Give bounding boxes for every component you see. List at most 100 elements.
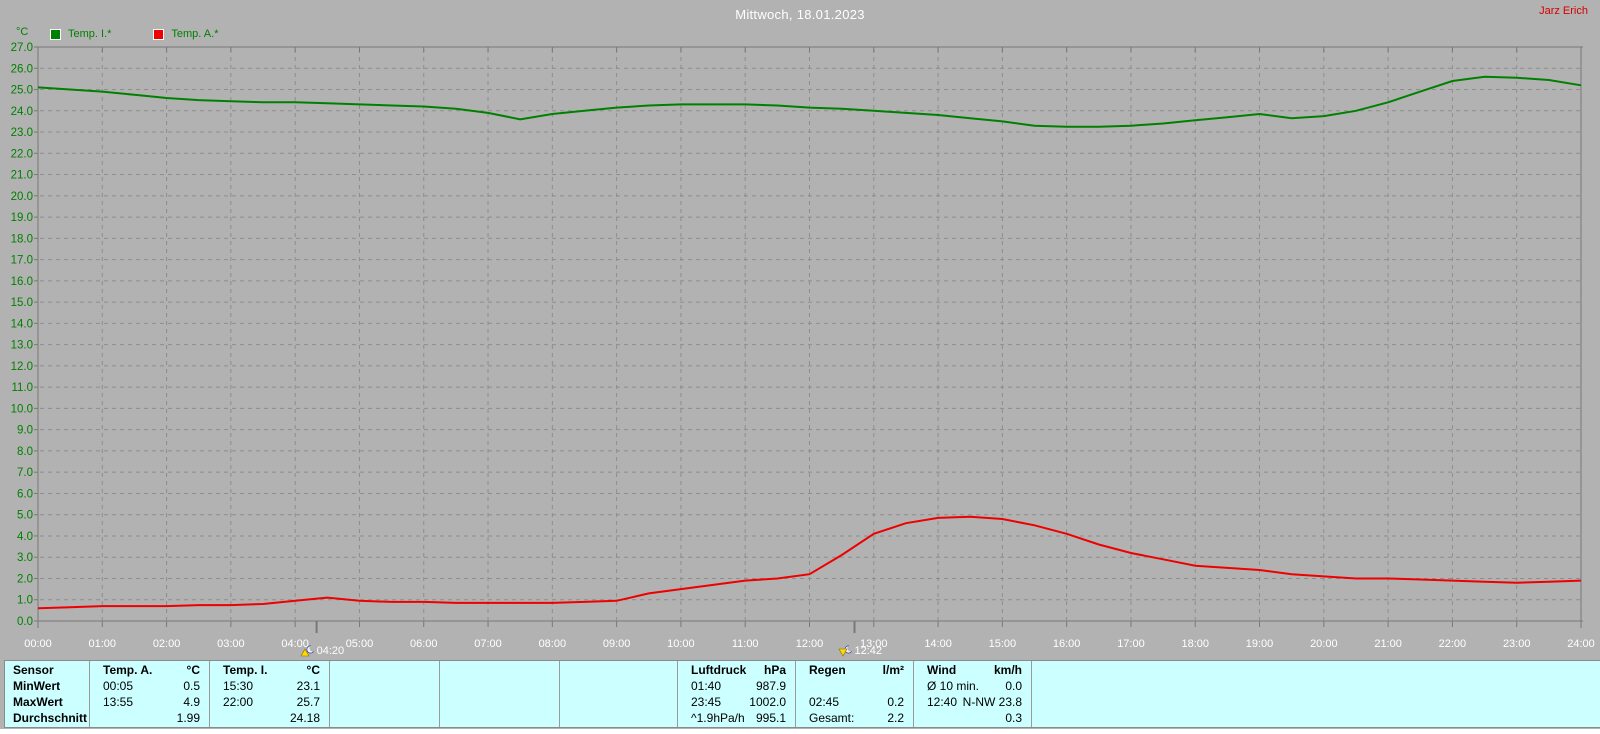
svg-text:02:00: 02:00 xyxy=(153,638,181,650)
legend-label-temp-a: Temp. A.* xyxy=(171,28,219,40)
watermark-author: Jarz Erich xyxy=(1539,5,1588,17)
svg-text:19.0: 19.0 xyxy=(11,212,33,224)
table-row-labels-column: Sensor MinWert MaxWert Durchschnitt xyxy=(5,661,90,727)
y-axis-unit-label: °C xyxy=(16,26,29,38)
row-label: MinWert xyxy=(13,679,61,693)
table-cell-row: ^1.9hPa/h 995.1 xyxy=(678,710,795,726)
table-cell-row xyxy=(440,694,559,710)
svg-text:08:00: 08:00 xyxy=(539,638,567,650)
svg-text:11.0: 11.0 xyxy=(11,382,33,394)
table-column-empty xyxy=(330,661,440,727)
legend-item-temp-i: Temp. I.* xyxy=(50,28,111,40)
svg-text:22:00: 22:00 xyxy=(1439,638,1467,650)
svg-text:19:00: 19:00 xyxy=(1246,638,1274,650)
table-cell-row: 24.18 xyxy=(210,710,329,726)
table-cell-row xyxy=(560,678,677,694)
table-cell-row: 0.3 xyxy=(914,710,1031,726)
table-column-empty xyxy=(440,661,560,727)
svg-text:1.0: 1.0 xyxy=(17,595,33,607)
page-title: Mittwoch, 18.01.2023 xyxy=(735,7,865,22)
column-title: Regen xyxy=(809,663,846,677)
svg-text:21:00: 21:00 xyxy=(1374,638,1402,650)
svg-text:17.0: 17.0 xyxy=(11,255,33,267)
svg-text:7.0: 7.0 xyxy=(17,467,33,479)
table-column-temp-i-: Temp. I. °C 15:30 23.1 22:00 25.7 24.18 xyxy=(210,661,330,727)
column-header: Luftdruck hPa xyxy=(678,662,795,678)
bottom-strip xyxy=(0,729,1600,734)
column-header: Regen l/m² xyxy=(796,662,913,678)
column-header xyxy=(330,662,439,678)
svg-text:24.0: 24.0 xyxy=(11,106,33,118)
temp-a-series-line xyxy=(37,515,1582,610)
cell-value: 995.1 xyxy=(755,711,786,725)
temperature-chart: 0.0 1.0 2.0 3.0 4.0 5.0 6.0 7.0 8.0 9.0 10.0 11.0 12… xyxy=(11,42,1595,650)
column-header: Wind km/h xyxy=(914,662,1031,678)
row-label: Sensor xyxy=(13,663,54,677)
plot-border xyxy=(34,46,1583,628)
svg-text:03:00: 03:00 xyxy=(217,638,245,650)
cell-time: 23:45 xyxy=(691,695,722,709)
table-cell-row xyxy=(330,678,439,694)
svg-text:05:00: 05:00 xyxy=(346,638,374,650)
svg-text:20:00: 20:00 xyxy=(1310,638,1338,650)
table-cell-row: 13:55 4.9 xyxy=(90,694,209,710)
table-column-empty xyxy=(560,661,678,727)
table-cell-row xyxy=(330,710,439,726)
column-title: Temp. A. xyxy=(103,663,153,677)
svg-text:14:00: 14:00 xyxy=(924,638,952,650)
cell-time: 22:00 xyxy=(223,695,254,709)
table-cell-row xyxy=(440,678,559,694)
svg-text:12.0: 12.0 xyxy=(11,361,33,373)
table-cell-row: 12:40 N-NW 23.8 xyxy=(914,694,1031,710)
table-cell-row: 1.99 xyxy=(90,710,209,726)
column-unit: km/h xyxy=(993,663,1022,677)
svg-text:13.0: 13.0 xyxy=(11,340,33,352)
sensor-stats-table: Sensor MinWert MaxWert Durchschnitt Temp. A.… xyxy=(4,660,1600,728)
cell-time: Ø 10 min. xyxy=(927,679,980,693)
cell-time: 13:55 xyxy=(103,695,134,709)
svg-text:16:00: 16:00 xyxy=(1053,638,1081,650)
table-cell-row xyxy=(560,710,677,726)
svg-text:10:00: 10:00 xyxy=(667,638,695,650)
svg-text:12:00: 12:00 xyxy=(796,638,824,650)
cell-value: 1.99 xyxy=(176,711,200,725)
column-header: Temp. A. °C xyxy=(90,662,209,678)
gridlines xyxy=(40,49,1581,620)
cell-time: ^1.9hPa/h xyxy=(691,711,745,725)
svg-text:26.0: 26.0 xyxy=(11,63,33,75)
column-title: Wind xyxy=(927,663,957,677)
svg-text:25.0: 25.0 xyxy=(11,85,33,97)
cell-value: 0.0 xyxy=(1005,679,1022,693)
cell-time: 00:05 xyxy=(103,679,134,693)
svg-text:14.0: 14.0 xyxy=(11,318,33,330)
row-label: MaxWert xyxy=(13,695,63,709)
column-unit: l/m² xyxy=(882,663,904,677)
column-title: Temp. I. xyxy=(223,663,268,677)
svg-text:01:00: 01:00 xyxy=(89,638,117,650)
legend-swatch-temp-i-icon xyxy=(50,28,61,40)
svg-text:8.0: 8.0 xyxy=(17,446,33,458)
svg-text:00:00: 00:00 xyxy=(24,638,52,650)
svg-text:16.0: 16.0 xyxy=(11,276,33,288)
cell-value: 2.2 xyxy=(887,711,904,725)
cell-value: N-NW 23.8 xyxy=(962,695,1022,709)
table-column-temp-a-: Temp. A. °C 00:05 0.5 13:55 4.9 1.99 xyxy=(90,661,210,727)
table-cell-row xyxy=(440,710,559,726)
svg-text:10.0: 10.0 xyxy=(11,403,33,415)
table-column-regen: Regen l/m² 02:45 0.2 Gesamt: 2.2 xyxy=(796,661,914,727)
y-axis-labels: 0.0 1.0 2.0 3.0 4.0 5.0 6.0 7.0 8.0 9.0 10.0 11.0 12… xyxy=(11,42,33,628)
svg-text:2.0: 2.0 xyxy=(17,573,33,585)
cell-value: 0.2 xyxy=(887,695,904,709)
legend-label-temp-i: Temp. I.* xyxy=(68,28,112,40)
cell-value: 987.9 xyxy=(755,679,786,693)
table-cell-row: 22:00 25.7 xyxy=(210,694,329,710)
table-cell-row: Gesamt: 2.2 xyxy=(796,710,913,726)
table-cell-row: 23:45 1002.0 xyxy=(678,694,795,710)
svg-text:04:00: 04:00 xyxy=(281,638,309,650)
column-header xyxy=(560,662,677,678)
svg-text:11:00: 11:00 xyxy=(732,638,759,650)
temp-i-series-line xyxy=(37,75,1582,128)
cell-time: 01:40 xyxy=(691,679,722,693)
cell-value: 25.7 xyxy=(296,695,320,709)
